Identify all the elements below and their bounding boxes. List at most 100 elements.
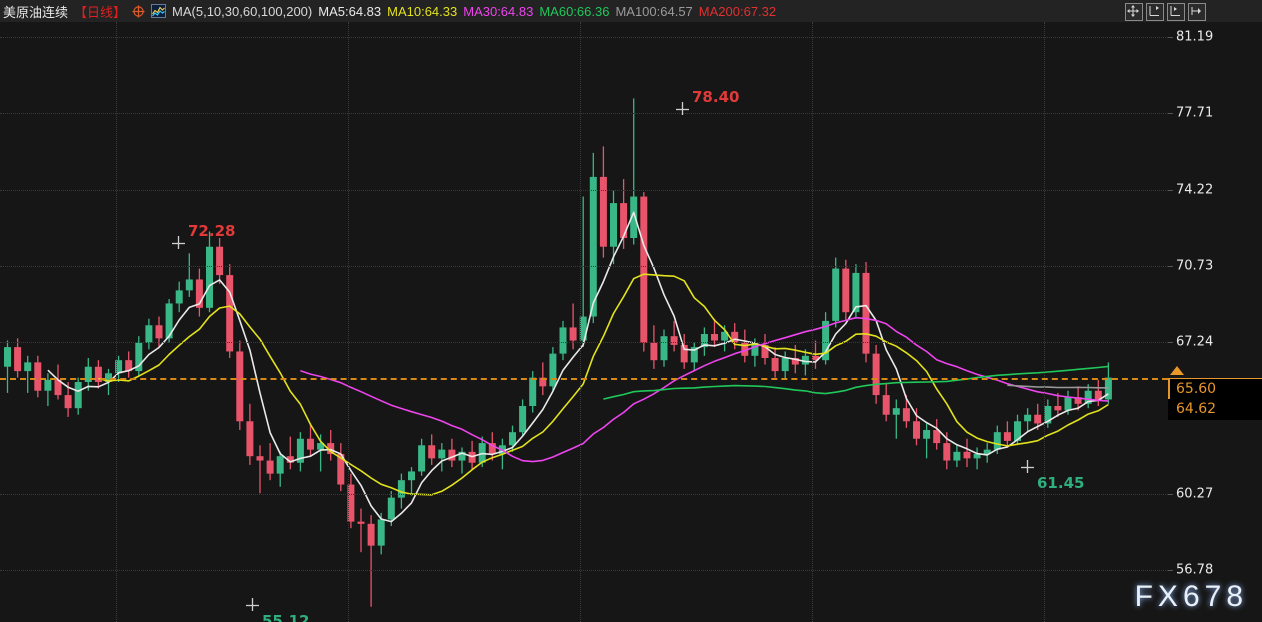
candle-body [670, 336, 678, 345]
candle-body [337, 454, 345, 485]
candle-body [175, 290, 183, 304]
candle-body [700, 334, 708, 348]
candle-body [660, 336, 668, 361]
horizontal-gridline [0, 570, 1168, 572]
candle-body [1003, 432, 1011, 441]
chart-toolbar [1125, 3, 1206, 21]
last-price-label: 65.60 [1168, 377, 1262, 399]
extreme-price-annotation: 55.12 [262, 612, 310, 622]
price-axis-label: 81.19 [1176, 29, 1214, 45]
candle-body [1064, 397, 1072, 411]
extreme-cross-marker [676, 102, 689, 115]
candle-body [1094, 390, 1102, 400]
price-axis-label: 74.22 [1176, 182, 1214, 198]
price-axis-label: 67.24 [1176, 334, 1214, 350]
candle-body [549, 353, 557, 387]
vertical-gridline [580, 22, 581, 622]
candle-body [791, 358, 799, 365]
candle-body [236, 351, 244, 422]
extreme-price-annotation: 61.45 [1037, 474, 1085, 492]
candle-body [428, 445, 436, 459]
extreme-cross-marker [172, 236, 185, 249]
ma60-value: MA60:66.36 [539, 3, 610, 19]
candle-body [589, 176, 597, 317]
candle-body [266, 460, 274, 474]
candle-body [721, 331, 729, 341]
candle-body [892, 408, 900, 415]
symbol-name: 美原油连续 [3, 5, 69, 21]
ma-line-10 [98, 273, 1109, 496]
candle-body [983, 449, 991, 454]
ma-definition: MA(5,10,30,60,100,200) [172, 3, 313, 19]
scale-right-icon[interactable] [1167, 3, 1185, 21]
candle-body [993, 432, 1001, 450]
candle-body [599, 176, 607, 247]
candle-body [963, 451, 971, 459]
candle-body [327, 443, 335, 454]
candle-body [882, 395, 890, 415]
candle-body [872, 353, 880, 396]
candle-body [418, 445, 426, 472]
candle-body [761, 344, 769, 358]
candle-body [1054, 406, 1062, 411]
candle-body [488, 443, 496, 454]
extreme-cross-marker [246, 598, 259, 611]
vertical-gridline [1044, 22, 1045, 622]
chart-header: 美原油连续 【日线】 MA(5,10,30,60,100,200) MA5:64… [0, 0, 1262, 22]
candle-body [529, 377, 537, 406]
candle-body [135, 342, 143, 372]
price-axis-tick [1168, 570, 1173, 572]
ma100-value: MA100:64.57 [615, 3, 693, 19]
candle-body [296, 438, 304, 463]
horizontal-gridline [0, 113, 1168, 115]
candle-body [125, 360, 133, 372]
scale-left-icon[interactable] [1146, 3, 1164, 21]
candle-body [367, 523, 375, 546]
crosshair-move-icon[interactable] [1125, 3, 1143, 21]
candle-body [84, 366, 92, 382]
candle-body [397, 480, 405, 498]
candle-body [317, 443, 325, 450]
candle-body [862, 272, 870, 354]
vertical-gridline [348, 22, 349, 622]
price-axis-label: 77.71 [1176, 105, 1214, 121]
candle-body [276, 456, 284, 474]
candle-body [852, 272, 860, 313]
horizontal-gridline [0, 265, 1168, 267]
crosshair-icon[interactable] [132, 5, 145, 18]
vertical-gridline [812, 22, 813, 622]
chart-icon[interactable] [151, 4, 167, 18]
candle-body [1044, 406, 1052, 424]
scroll-to-end-icon[interactable] [1188, 3, 1206, 21]
candle-body [509, 432, 516, 446]
price-axis-tick [1168, 341, 1173, 343]
candle-body [1034, 414, 1042, 424]
candle-body [165, 303, 173, 339]
price-axis[interactable]: 81.19 77.71 74.22 70.73 67.24 60.27 56.78 [1168, 22, 1262, 622]
horizontal-gridline [0, 189, 1168, 191]
candle-body [832, 268, 840, 321]
candle-body [347, 484, 355, 522]
candle-body [4, 347, 11, 367]
candle-body [24, 362, 32, 372]
candle-body [610, 203, 617, 247]
candle-body [307, 438, 314, 450]
candle-body [438, 449, 446, 459]
chart-plot-area[interactable]: 72.28 78.40 55.12 61.45 [0, 22, 1168, 622]
ma-line-100 [1007, 384, 1109, 389]
candle-body [630, 196, 638, 238]
candle-body [943, 443, 951, 461]
ma5-value: MA5:64.83 [318, 3, 382, 19]
candle-body [973, 454, 981, 459]
period-label: 【日线】 [74, 5, 127, 21]
candle-body [822, 320, 830, 361]
candle-body [913, 421, 920, 439]
candle-body [216, 246, 224, 276]
candle-body [155, 325, 163, 339]
price-marker-box: 65.60 64.62 [1168, 377, 1262, 420]
candle-body [1084, 390, 1092, 404]
candle-body [34, 362, 42, 391]
candle-body [448, 449, 456, 461]
candle-body [579, 316, 587, 341]
